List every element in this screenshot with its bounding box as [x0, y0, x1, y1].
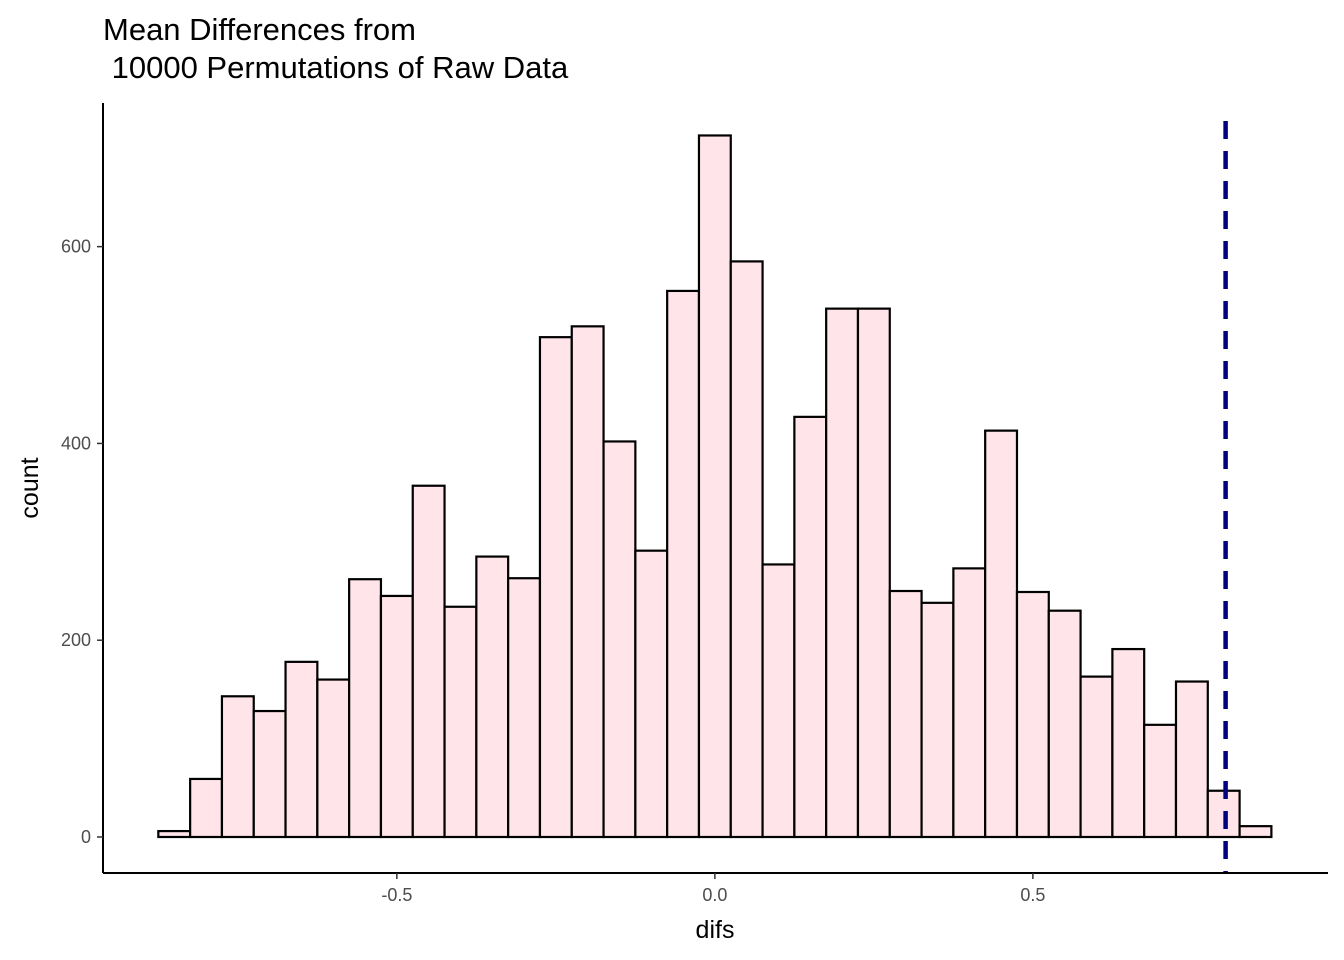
histogram-bar: [1015, 590, 1050, 839]
histogram-bar: [1238, 825, 1273, 839]
histogram-bar: [920, 601, 955, 839]
x-tick-label: -0.5: [381, 885, 412, 905]
histogram-bar: [1143, 723, 1178, 839]
histogram-bar: [729, 260, 764, 839]
histogram-bar: [1079, 675, 1114, 839]
chart-title-line-1: Mean Differences from: [103, 12, 416, 47]
histogram-bar: [284, 660, 319, 839]
histogram-bar: [411, 484, 446, 839]
y-tick-label: 200: [61, 630, 91, 650]
histogram-bar: [157, 829, 192, 839]
histogram-bar: [793, 415, 828, 839]
y-tick-label: 400: [61, 433, 91, 453]
histogram-bar: [1174, 680, 1209, 839]
y-ticks: 0 200 400 600: [61, 237, 103, 847]
histogram-bar: [888, 589, 923, 839]
histogram-bar: [761, 563, 796, 839]
histogram-bar: [443, 605, 478, 839]
histogram-bar: [189, 777, 224, 839]
chart-title-line-2: 10000 Permutations of Raw Data: [103, 50, 569, 85]
histogram-bar: [825, 307, 860, 839]
x-ticks: -0.5 0.0 0.5: [381, 873, 1045, 905]
histogram-bar: [856, 307, 891, 839]
histogram-bar: [507, 577, 542, 839]
y-tick-label: 0: [81, 827, 91, 847]
histogram-bar: [570, 325, 605, 839]
histogram-bar: [220, 695, 255, 839]
histogram-bar: [1111, 647, 1146, 839]
x-tick-label: 0.0: [702, 885, 727, 905]
histogram-bar: [697, 134, 732, 839]
histogram-bar: [538, 336, 573, 839]
histogram-bar: [1047, 609, 1082, 839]
y-tick-label: 600: [61, 237, 91, 257]
histogram-bar: [984, 429, 1019, 839]
histogram-bar: [475, 555, 510, 839]
bars: [157, 134, 1273, 839]
y-axis-label: count: [16, 457, 44, 518]
histogram-bar: [252, 709, 287, 839]
histogram-bar: [602, 440, 637, 839]
x-tick-label: 0.5: [1020, 885, 1045, 905]
histogram-bar: [316, 678, 351, 839]
histogram-bar: [666, 289, 701, 839]
histogram-bar: [379, 594, 414, 839]
histogram-bar: [634, 549, 669, 839]
x-axis-label: difs: [696, 916, 735, 944]
histogram-bar: [952, 567, 987, 839]
histogram-bar: [348, 578, 383, 839]
